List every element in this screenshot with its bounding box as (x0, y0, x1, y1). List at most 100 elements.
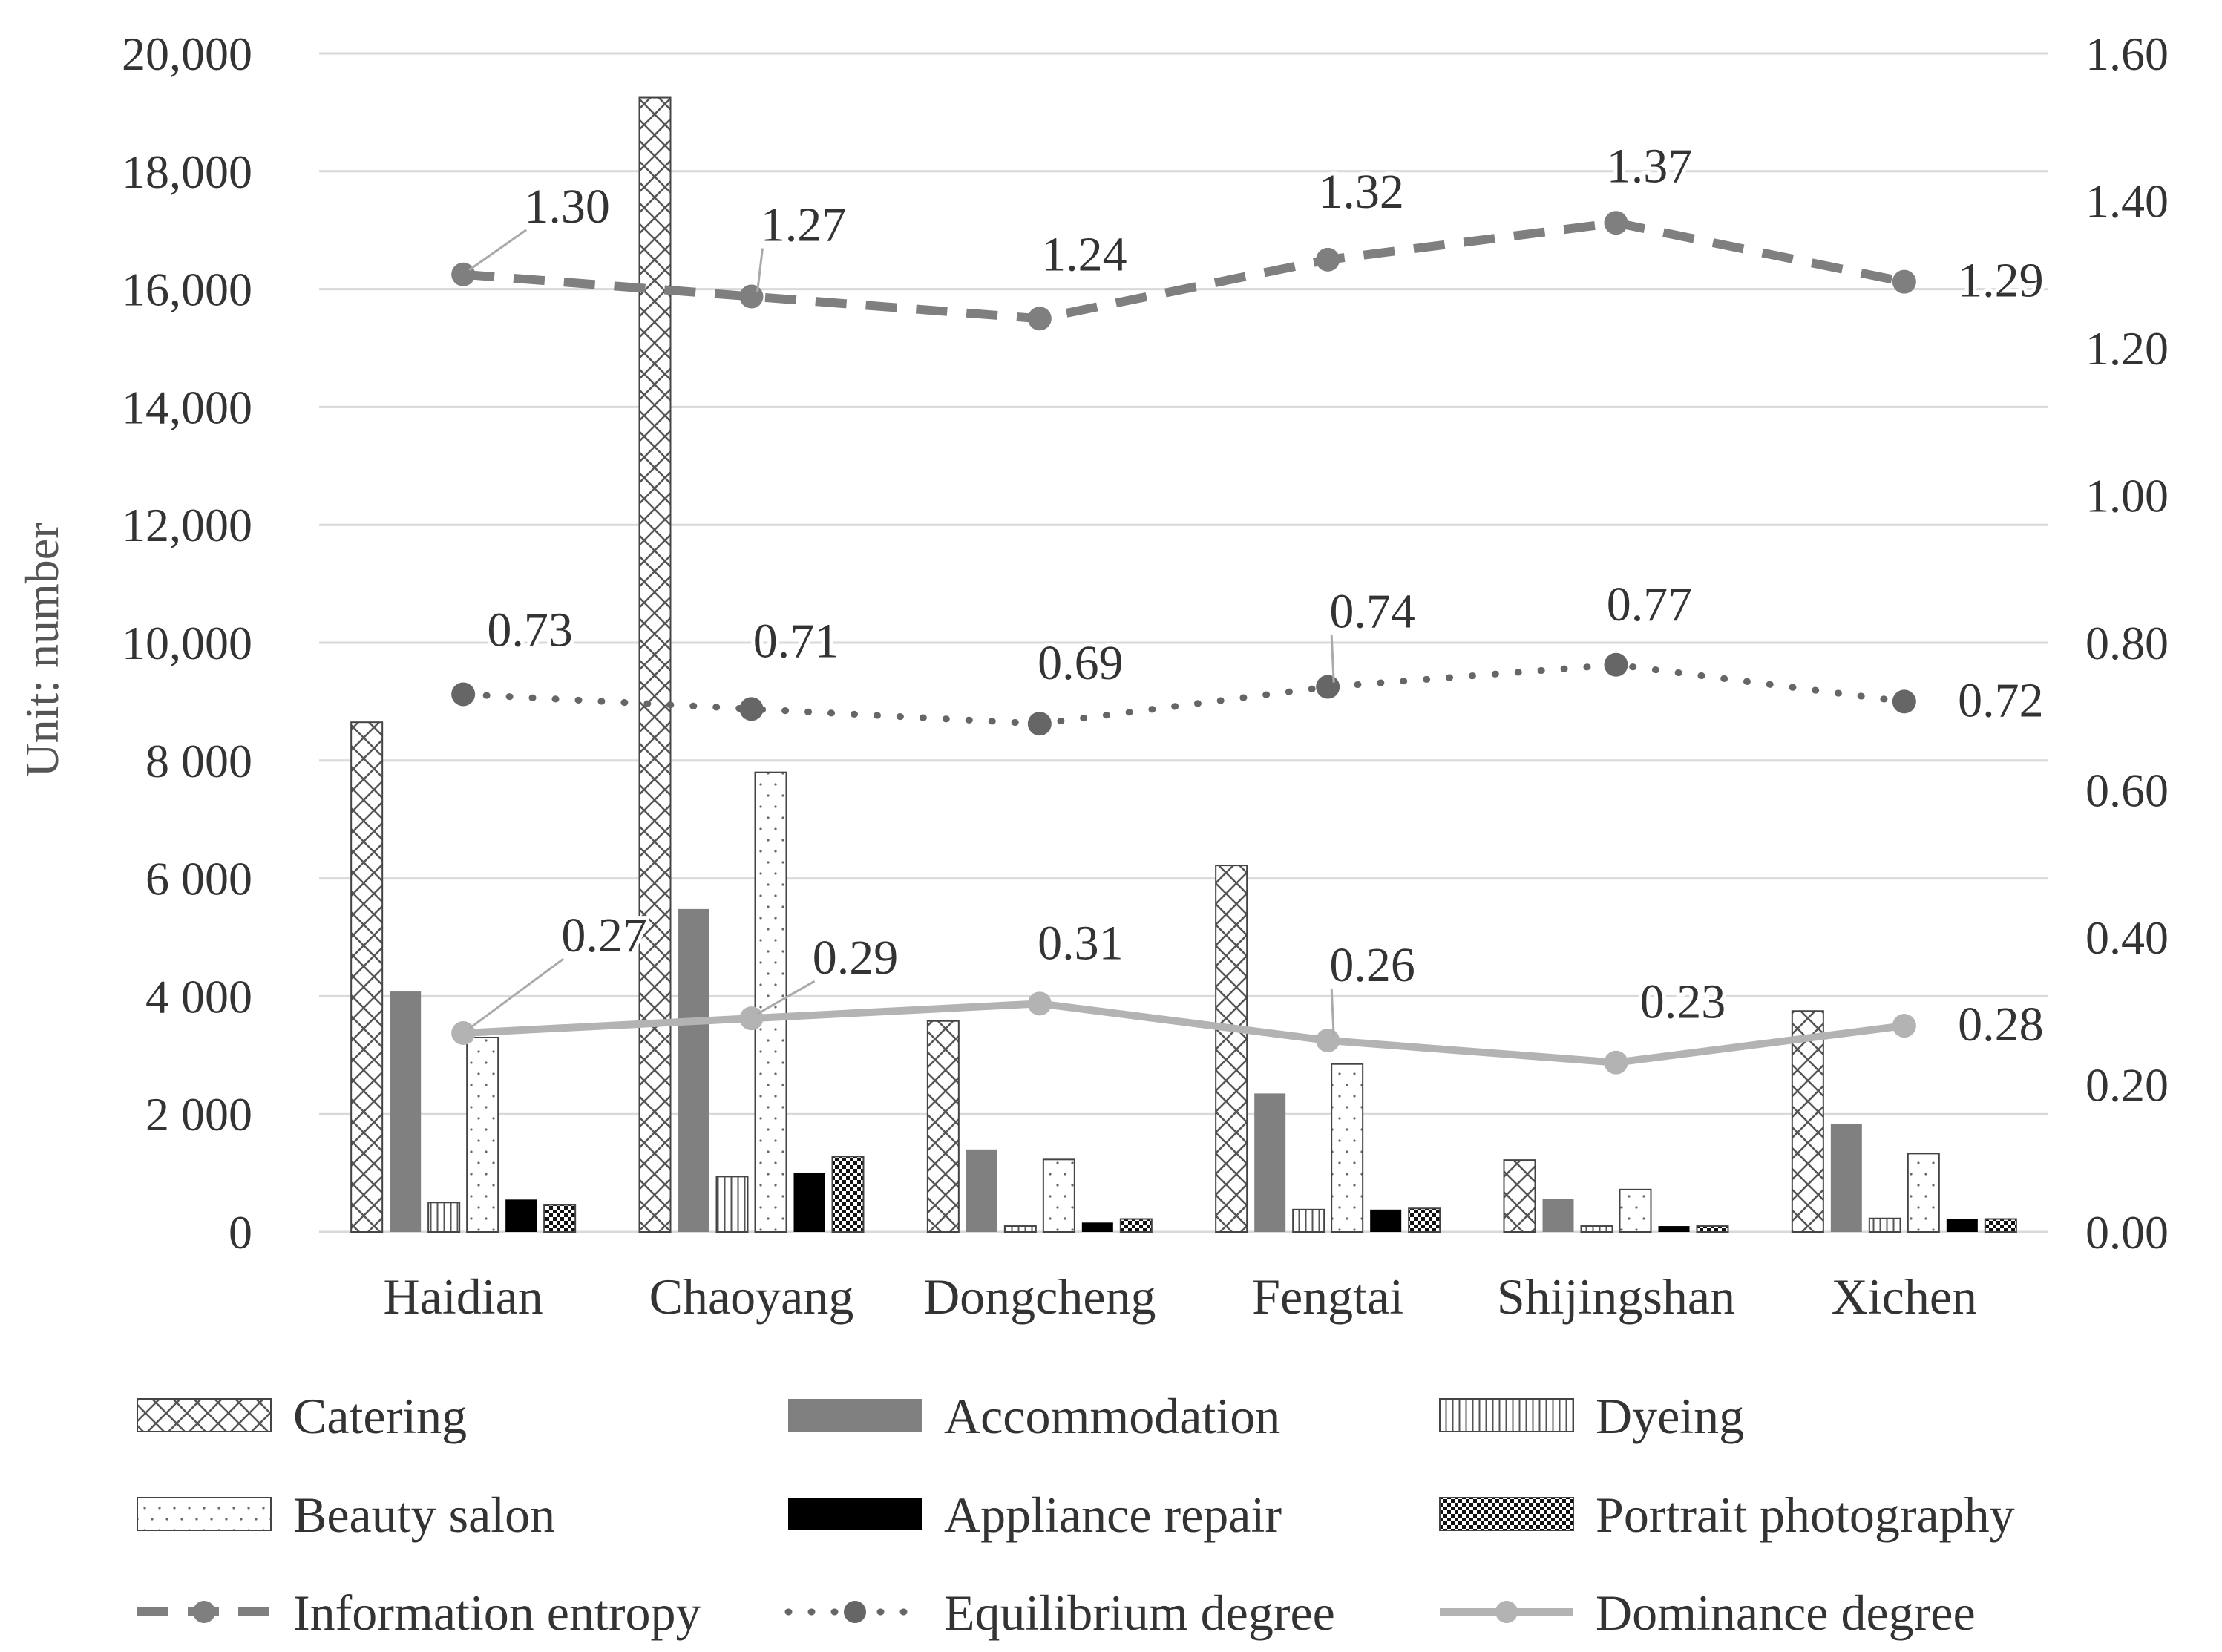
marker-dominance-degree (1316, 1028, 1340, 1052)
left-tick-label: 20,000 (122, 27, 252, 80)
data-label: 0.28 (1958, 997, 2044, 1052)
legend-swatch (788, 1498, 922, 1530)
y-axis-title: Unit: number (16, 522, 68, 777)
leader-line (756, 980, 816, 1015)
bar-dyeing (1003, 1225, 1037, 1233)
marker-dominance-degree (1027, 991, 1052, 1016)
bar-dyeing (1580, 1225, 1613, 1233)
bar-accommodation (678, 908, 709, 1232)
legend-item: Dyeing (1439, 1388, 1744, 1444)
bar-portrait-photography (543, 1204, 577, 1233)
lines: 1.30 1.27 1.24 1.32 1.37 1.29 0.73 0.71 0.69 0.74… (451, 135, 2048, 1075)
category-label: Shijingshan (1497, 1268, 1735, 1325)
bar-beauty-salon (466, 1036, 499, 1233)
legend-item: Appliance repair (788, 1487, 1282, 1543)
bar-beauty-salon (1619, 1188, 1652, 1233)
data-label: 1.37 (1607, 139, 1693, 193)
data-label: 0.74 (1329, 585, 1415, 639)
legend-swatch (137, 1398, 272, 1432)
right-tick-label: 0.00 (2085, 1206, 2169, 1259)
category-label: Chaoyang (649, 1268, 854, 1325)
marker-equilibrium-degree (1027, 712, 1052, 736)
marker-equilibrium-degree (1604, 652, 1628, 677)
legend-label: Catering (293, 1388, 467, 1444)
bar-dyeing (427, 1202, 461, 1233)
legend-swatch (788, 1399, 922, 1432)
marker-information-entropy (451, 262, 476, 286)
leader-line (468, 229, 528, 271)
bar-beauty-salon (1907, 1153, 1940, 1233)
category-label: Haidian (384, 1268, 543, 1325)
bar-appliance-repair (1946, 1219, 1978, 1232)
legend-item: Dominance degree (1440, 1584, 1976, 1641)
bar-appliance-repair (1370, 1209, 1402, 1232)
data-label: 0.73 (487, 603, 573, 657)
bar-accommodation (966, 1149, 997, 1232)
marker-information-entropy (1316, 247, 1340, 272)
marker-equilibrium-degree (1316, 675, 1340, 699)
right-tick-label: 0.60 (2085, 764, 2169, 817)
left-tick-label: 12,000 (122, 499, 252, 551)
bar-appliance-repair (1658, 1226, 1690, 1232)
bar-appliance-repair (505, 1199, 537, 1232)
right-tick-label: 0.20 (2085, 1059, 2169, 1112)
left-tick-label: 2 000 (145, 1088, 252, 1141)
leader-line (1330, 988, 1335, 1037)
right-tick-label: 1.20 (2085, 322, 2169, 375)
leader-line (1330, 635, 1335, 683)
legend-swatch (137, 1497, 272, 1531)
category-label: Xichen (1832, 1268, 1977, 1325)
legend-item: Equilibrium degree (784, 1584, 1335, 1641)
right-tick-label: 1.60 (2085, 27, 2169, 80)
marker-equilibrium-degree (451, 682, 476, 707)
legend-label: Information entropy (293, 1584, 701, 1641)
data-label: 0.29 (813, 931, 899, 985)
legend-label: Dyeing (1596, 1388, 1744, 1444)
bar-portrait-photography (1696, 1225, 1729, 1233)
marker-equilibrium-degree (1892, 689, 1916, 714)
data-label: 0.77 (1607, 577, 1693, 632)
data-label: 0.69 (1038, 636, 1124, 690)
legend-marker (844, 1601, 866, 1623)
bar-catering (1503, 1159, 1536, 1233)
category-label: Dongcheng (923, 1268, 1156, 1325)
leader-line (468, 957, 565, 1030)
legend-label: Appliance repair (944, 1487, 1282, 1543)
bar-accommodation (390, 991, 422, 1232)
data-label: 1.29 (1958, 254, 2044, 308)
bar-appliance-repair (1081, 1222, 1113, 1232)
legend-marker (1495, 1601, 1518, 1623)
bar-catering (1215, 865, 1248, 1233)
bar-portrait-photography (1984, 1218, 2017, 1233)
left-tick-label: 10,000 (122, 617, 252, 669)
line-dominance-degree (462, 1000, 1905, 1066)
marker-dominance-degree (739, 1006, 764, 1031)
category-label: Fengtai (1252, 1268, 1403, 1325)
legend-label: Beauty salon (293, 1487, 555, 1543)
legend-label: Equilibrium degree (944, 1584, 1335, 1641)
legend-marker (193, 1601, 215, 1623)
data-label: 1.30 (524, 180, 610, 234)
bar-catering (350, 721, 384, 1233)
bars (350, 96, 2017, 1233)
bar-appliance-repair (793, 1173, 825, 1232)
left-tick-label: 14,000 (122, 381, 252, 433)
bar-beauty-salon (1042, 1158, 1075, 1233)
right-tick-label: 0.40 (2085, 911, 2169, 964)
legend: Catering Accommodation Dyeing Beauty salon A… (137, 1388, 2015, 1641)
bar-portrait-photography (1408, 1207, 1441, 1233)
legend-swatch (1439, 1398, 1574, 1432)
bar-beauty-salon (754, 771, 787, 1233)
left-tick-label: 0 (229, 1206, 252, 1259)
bar-portrait-photography (831, 1156, 865, 1233)
line-equilibrium-degree (459, 661, 1908, 727)
bar-accommodation (1542, 1199, 1574, 1232)
data-label: 0.31 (1038, 916, 1124, 970)
axes: 0 2 000 4 000 6 000 8 000 10,000 12,000 14,000 1… (16, 27, 2169, 1325)
bar-dyeing (1292, 1208, 1325, 1233)
line-information-entropy (462, 218, 1906, 324)
legend-item: Information entropy (137, 1584, 701, 1641)
bar-catering (1791, 1010, 1824, 1233)
legend-item: Accommodation (788, 1388, 1280, 1444)
legend-swatch (1439, 1497, 1574, 1531)
